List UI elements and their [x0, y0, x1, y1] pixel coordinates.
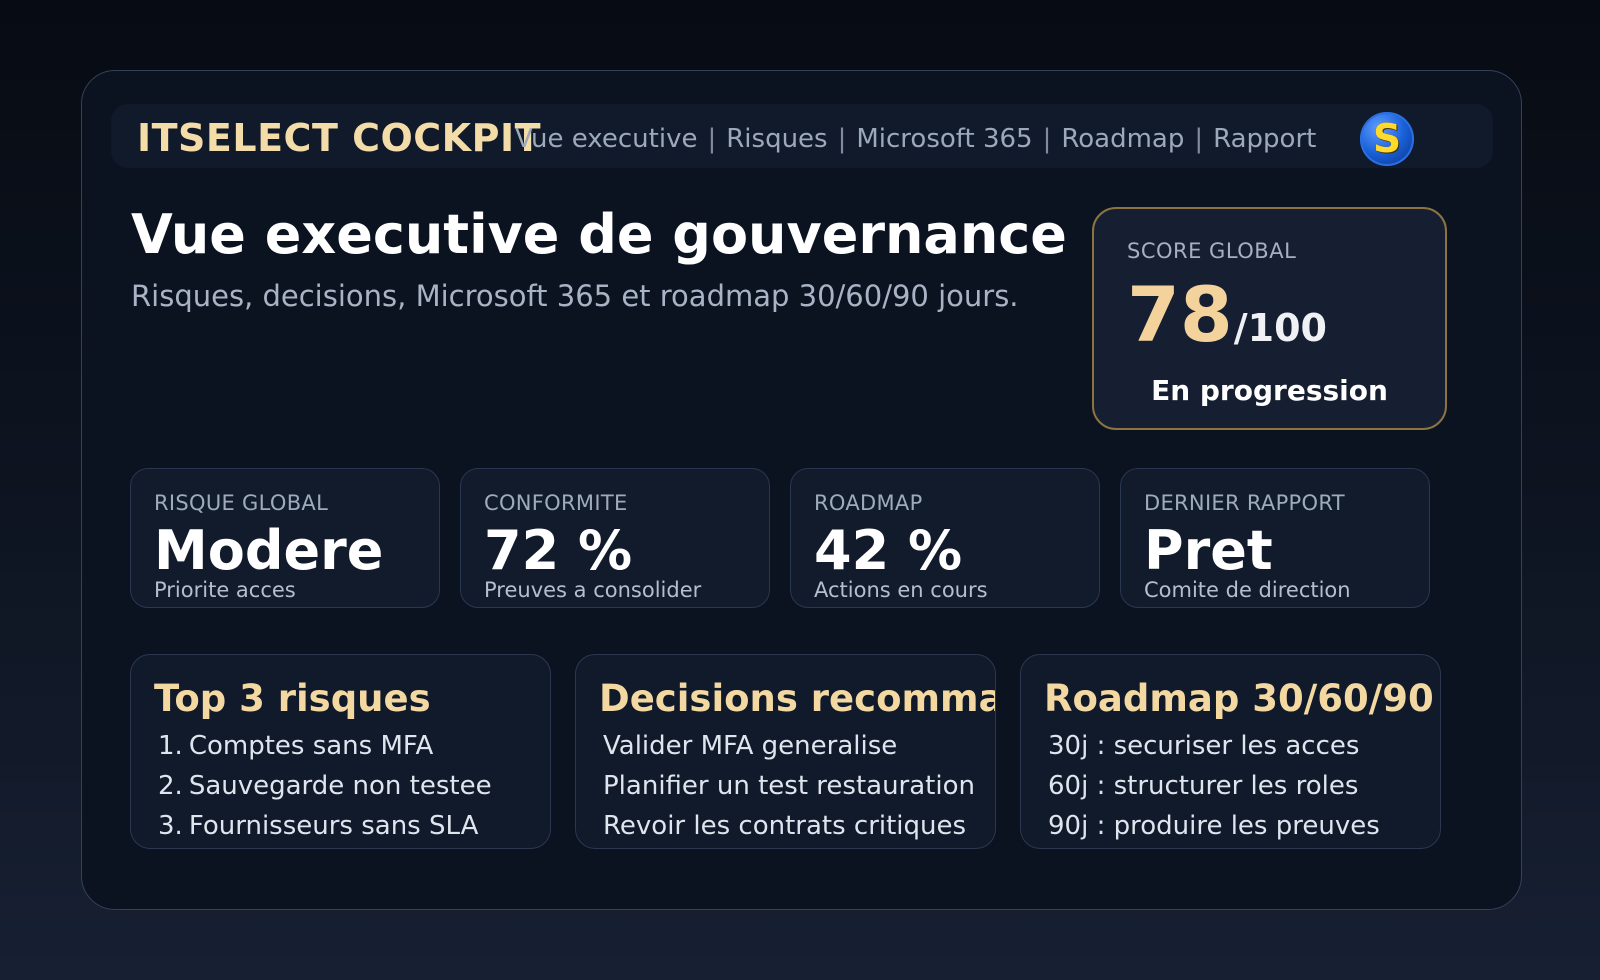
- kpi-note: Comite de direction: [1144, 578, 1351, 602]
- panel-title: Roadmap 30/60/90: [1044, 677, 1434, 720]
- kpi-label: DERNIER RAPPORT: [1144, 491, 1345, 515]
- nav-separator: |: [837, 124, 847, 154]
- page-title: Vue executive de gouvernance: [131, 203, 1067, 266]
- score-label: SCORE GLOBAL: [1127, 239, 1297, 263]
- nav-vue-executive[interactable]: Vue executive: [515, 124, 698, 154]
- nav-rapport[interactable]: Rapport: [1213, 124, 1317, 154]
- roadmap-item: 30j : securiser les acces: [1048, 731, 1360, 761]
- logo-letter: S: [1372, 116, 1402, 162]
- risk-item: 3. Fournisseurs sans SLA: [158, 811, 478, 841]
- navigation-links: Vue executive | Risques | Microsoft 365 …: [515, 124, 1316, 154]
- kpi-card-roadmap[interactable]: ROADMAP 42 % Actions en cours: [790, 468, 1100, 608]
- nav-separator: |: [1042, 124, 1052, 154]
- score-display: 78 /100: [1127, 277, 1327, 353]
- risk-text: Fournisseurs sans SLA: [188, 811, 479, 841]
- risk-number: 2.: [158, 771, 183, 801]
- global-score-card: SCORE GLOBAL 78 /100 En progression: [1092, 207, 1447, 430]
- kpi-value: 72 %: [484, 519, 633, 582]
- brand-name: ITSELECT COCKPIT: [137, 116, 542, 160]
- kpi-label: ROADMAP: [814, 491, 923, 515]
- risk-item: 1. Comptes sans MFA: [158, 731, 433, 761]
- kpi-label: RISQUE GLOBAL: [154, 491, 329, 515]
- nav-separator: |: [1194, 124, 1204, 154]
- top-navigation-bar: ITSELECT COCKPIT Vue executive | Risques…: [111, 104, 1493, 168]
- risk-item: 2. Sauvegarde non testee: [158, 771, 492, 801]
- kpi-value: Modere: [154, 519, 384, 582]
- decision-item: Revoir les contrats critiques: [603, 811, 967, 841]
- score-suffix: /100: [1233, 306, 1327, 350]
- nav-microsoft-365[interactable]: Microsoft 365: [856, 124, 1033, 154]
- kpi-card-dernier-rapport[interactable]: DERNIER RAPPORT Pret Comite de direction: [1120, 468, 1430, 608]
- kpi-label: CONFORMITE: [484, 491, 628, 515]
- risk-number: 1.: [158, 731, 183, 761]
- score-status: En progression: [1151, 374, 1388, 407]
- nav-roadmap[interactable]: Roadmap: [1061, 124, 1185, 154]
- score-value: 78: [1127, 270, 1233, 359]
- roadmap-item: 90j : produire les preuves: [1048, 811, 1380, 841]
- page-subtitle: Risques, decisions, Microsoft 365 et roa…: [131, 279, 1019, 313]
- panel-title: Decisions recommandees: [599, 677, 995, 720]
- risk-number: 3.: [158, 811, 183, 841]
- kpi-card-conformite[interactable]: CONFORMITE 72 % Preuves a consolider: [460, 468, 770, 608]
- risk-text: Sauvegarde non testee: [188, 771, 492, 801]
- decision-item: Planifier un test restauration: [603, 771, 975, 801]
- roadmap-panel: Roadmap 30/60/90 30j : securiser les acc…: [1020, 654, 1441, 849]
- kpi-note: Actions en cours: [814, 578, 988, 602]
- dashboard-shell: ITSELECT COCKPIT Vue executive | Risques…: [81, 70, 1522, 910]
- kpi-value: Pret: [1144, 519, 1273, 582]
- kpi-note: Priorite acces: [154, 578, 296, 602]
- kpi-value: 42 %: [814, 519, 963, 582]
- nav-separator: |: [707, 124, 717, 154]
- top-risks-panel: Top 3 risques 1. Comptes sans MFA 2. Sauve…: [130, 654, 551, 849]
- nav-risques[interactable]: Risques: [726, 124, 828, 154]
- roadmap-item: 60j : structurer les roles: [1048, 771, 1359, 801]
- logo-badge[interactable]: S: [1360, 112, 1414, 166]
- panel-title: Top 3 risques: [154, 677, 431, 720]
- risk-text: Comptes sans MFA: [188, 731, 434, 761]
- decision-item: Valider MFA generalise: [603, 731, 898, 761]
- kpi-card-risque-global[interactable]: RISQUE GLOBAL Modere Priorite acces: [130, 468, 440, 608]
- recommended-decisions-panel: Decisions recommandees Valider MFA gener…: [575, 654, 996, 849]
- kpi-note: Preuves a consolider: [484, 578, 702, 602]
